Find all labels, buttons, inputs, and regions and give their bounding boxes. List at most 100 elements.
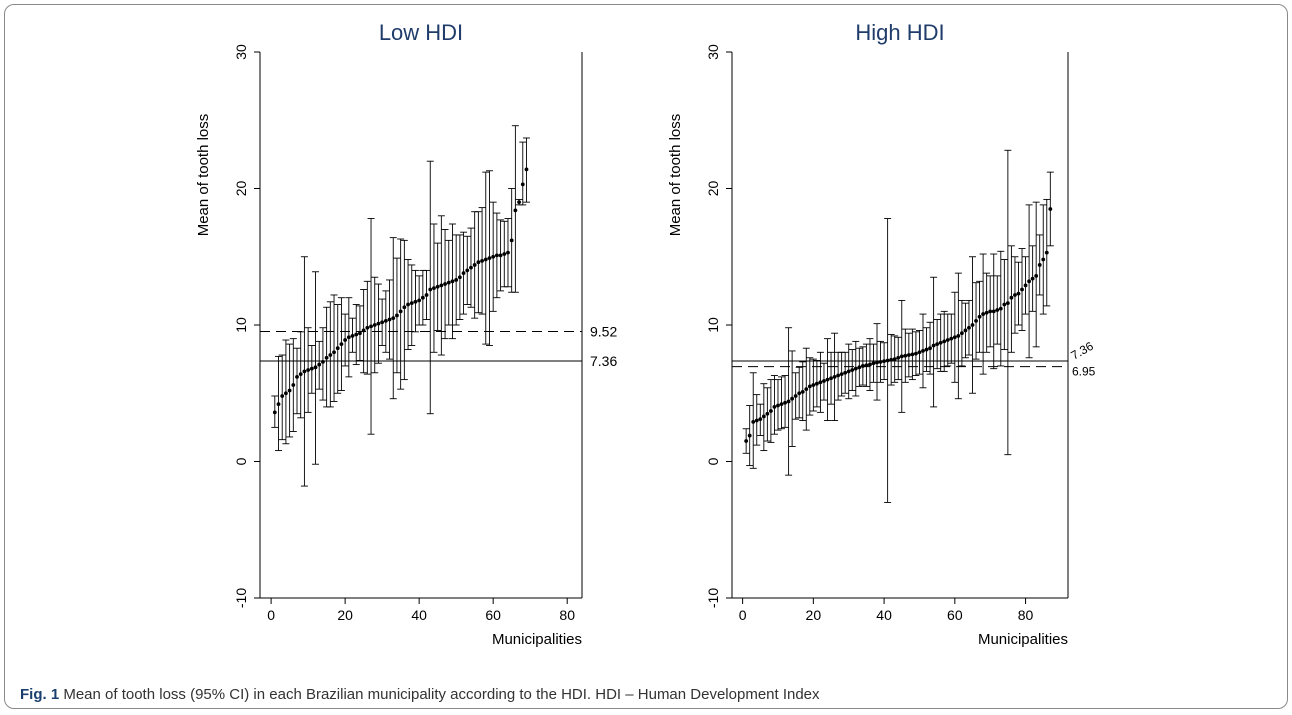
mean-point: [428, 287, 433, 292]
mean-point: [910, 352, 915, 357]
mean-point: [882, 359, 886, 364]
mean-point: [332, 350, 336, 355]
mean-point: [899, 354, 904, 359]
mean-point: [754, 418, 759, 423]
mean-point: [446, 280, 451, 285]
mean-point: [868, 362, 872, 367]
mean-point: [339, 342, 344, 347]
mean-point: [465, 268, 470, 273]
mean-point: [461, 271, 466, 276]
mean-point: [1023, 283, 1028, 288]
mean-point: [358, 331, 362, 336]
mean-point: [783, 400, 787, 405]
mean-point: [878, 359, 883, 364]
mean-point: [963, 328, 968, 333]
mean-point: [491, 254, 496, 259]
mean-point: [324, 355, 329, 360]
mean-point: [921, 349, 925, 353]
mean-point: [457, 275, 462, 280]
mean-point: [406, 302, 410, 307]
mean-point: [1037, 263, 1042, 267]
mean-point: [793, 394, 798, 398]
x-tick-label: 80: [559, 607, 575, 623]
x-tick-label: 80: [1018, 607, 1034, 623]
mean-point: [751, 420, 756, 424]
mean-point: [1027, 279, 1031, 284]
mean-point: [524, 167, 529, 172]
mean-point: [885, 358, 890, 363]
mean-point: [747, 433, 752, 438]
mean-point: [409, 301, 414, 306]
y-tick-label: -10: [233, 588, 249, 608]
mean-point: [506, 250, 510, 255]
mean-point: [981, 312, 986, 316]
mean-point: [365, 325, 370, 330]
mean-point: [302, 369, 307, 374]
mean-point: [450, 279, 455, 284]
y-axis-label: Mean of tooth loss: [667, 114, 684, 237]
mean-point: [776, 403, 780, 408]
mean-point: [758, 417, 763, 422]
mean-point: [291, 383, 296, 387]
mean-point: [931, 343, 936, 348]
mean-point: [843, 370, 848, 375]
mean-point: [790, 396, 795, 401]
x-axis-label: Municipalities: [492, 631, 582, 648]
mean-point: [825, 377, 830, 382]
y-tick-label: 20: [705, 181, 721, 197]
mean-point: [387, 317, 392, 322]
chart-title: High HDI: [855, 20, 944, 45]
y-tick-label: 10: [233, 317, 249, 333]
mean-point: [417, 298, 422, 303]
mean-point: [284, 391, 288, 396]
mean-point: [369, 324, 373, 329]
mean-point: [1041, 257, 1046, 262]
mean-point: [435, 284, 440, 289]
figure-caption: Fig. 1 Mean of tooth loss (95% CI) in ea…: [20, 686, 820, 703]
mean-point: [850, 368, 855, 372]
mean-point: [502, 252, 507, 256]
mean-point: [761, 414, 766, 419]
y-tick-label: 0: [233, 457, 249, 465]
mean-point: [804, 387, 809, 392]
mean-point: [402, 305, 407, 310]
mean-point: [846, 369, 851, 374]
mean-point: [998, 306, 1003, 311]
mean-point: [839, 372, 844, 377]
mean-point: [480, 258, 484, 263]
mean-point: [295, 374, 299, 379]
mean-point: [424, 293, 429, 297]
mean-point: [472, 263, 477, 267]
mean-point: [800, 389, 805, 394]
mean-point: [487, 256, 492, 261]
mean-point: [469, 265, 473, 270]
mean-point: [829, 376, 833, 381]
mean-point: [317, 362, 322, 367]
mean-point: [914, 351, 918, 356]
mean-point: [892, 357, 897, 362]
mean-point: [350, 334, 355, 338]
mean-point: [328, 353, 333, 357]
mean-point: [454, 278, 459, 282]
mean-point: [917, 350, 922, 355]
mean-point: [483, 257, 488, 262]
mean-point: [443, 282, 447, 286]
mean-point: [413, 299, 418, 304]
x-tick-label: 60: [947, 607, 963, 623]
caption-text: Mean of tooth loss (95% CI) in each Braz…: [59, 686, 820, 703]
mean-point: [984, 310, 989, 315]
mean-point: [977, 314, 982, 319]
mean-point: [959, 331, 964, 336]
mean-point: [1013, 293, 1017, 297]
mean-point: [346, 335, 351, 340]
mean-point: [343, 338, 348, 342]
mean-point: [306, 368, 311, 372]
mean-point: [1044, 250, 1049, 255]
x-tick-label: 40: [411, 607, 427, 623]
mean-point: [420, 295, 425, 300]
mean-point: [769, 409, 773, 413]
mean-point: [988, 309, 993, 314]
chart-title: Low HDI: [379, 20, 463, 45]
y-tick-label: 30: [705, 44, 721, 60]
